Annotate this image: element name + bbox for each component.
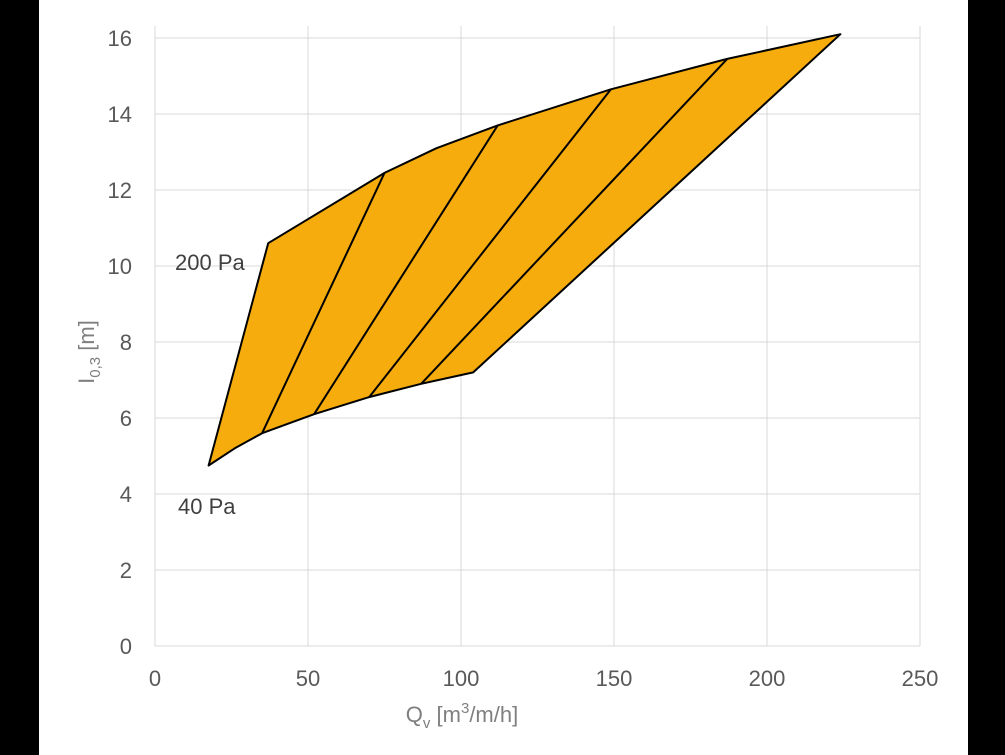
y-tick-label: 0: [120, 634, 132, 659]
x-tick-label: 0: [149, 666, 161, 691]
pressure-line: [368, 88, 612, 398]
y-tick-label: 6: [120, 406, 132, 431]
x-axis-title: Qv [m3/m/h]: [406, 700, 518, 732]
y-tick-label: 2: [120, 558, 132, 583]
pressure-line: [420, 58, 728, 385]
y-tick-label: 8: [120, 330, 132, 355]
y-axis-title: I0,3 [m]: [74, 320, 104, 384]
y-tick-label: 4: [120, 482, 132, 507]
x-tick-label: 50: [296, 666, 320, 691]
x-tick-label: 100: [443, 666, 480, 691]
y-tick-label: 10: [108, 254, 132, 279]
pressure-line: [313, 124, 499, 415]
annotation-40pa: 40 Pa: [178, 494, 236, 519]
chart-svg: 0 2 4 6 8 10 12 14 16 0 50 100 150 200 250 200 Pa 40 …: [74, 26, 938, 732]
x-tick-label: 200: [749, 666, 786, 691]
chart-canvas: 0 2 4 6 8 10 12 14 16 0 50 100 150 200 250 200 Pa 40 …: [39, 0, 968, 755]
y-tick-label: 16: [108, 26, 132, 51]
x-tick-label: 250: [902, 666, 939, 691]
operating-area-polygon: [207, 33, 842, 467]
pressure-line: [261, 172, 386, 434]
operating-area: [207, 33, 842, 467]
y-tick-label: 14: [108, 102, 132, 127]
y-tick-label: 12: [108, 178, 132, 203]
x-tick-label: 150: [596, 666, 633, 691]
y-tick-labels: 0 2 4 6 8 10 12 14 16: [108, 26, 132, 659]
annotation-200pa: 200 Pa: [175, 250, 245, 275]
x-tick-labels: 0 50 100 150 200 250: [149, 666, 938, 691]
